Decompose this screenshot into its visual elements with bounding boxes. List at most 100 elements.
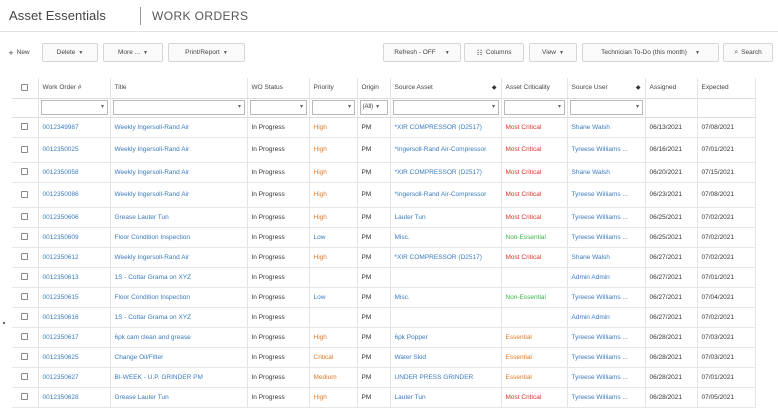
asset-criticality-filter[interactable]: ▾ <box>503 100 565 115</box>
source-asset[interactable]: UNDER PRESS GRINDER <box>390 367 502 388</box>
table-row[interactable]: 0012350612 Weekly Ingersoll-Rand Air In Pr… <box>12 247 756 268</box>
source-asset[interactable]: Lauter Tun <box>390 207 502 228</box>
col-asset-criticality[interactable]: Asset Criticality <box>501 78 568 99</box>
row-checkbox[interactable] <box>21 353 29 361</box>
row-checkbox[interactable] <box>21 293 29 301</box>
table-row[interactable]: 0012350615 Floor Condition Inspection In P… <box>12 287 756 308</box>
row-checkbox[interactable] <box>21 273 29 281</box>
source-asset[interactable]: Misc. <box>390 287 502 308</box>
work-order-number[interactable]: 0012350058 <box>38 162 111 183</box>
source-asset[interactable]: *XIR COMPRESSOR (D2517) <box>390 162 502 183</box>
work-order-title[interactable]: Grease Lauter Tun <box>110 207 248 228</box>
source-user[interactable]: Tyreese Williams ... <box>567 287 646 308</box>
source-user[interactable]: Tyreese Williams ... <box>567 207 646 228</box>
new-button[interactable]: + New <box>2 43 36 62</box>
work-order-title[interactable]: Weekly Ingersoll-Rand Air <box>110 247 248 268</box>
table-row[interactable]: 0012350613 1S - Cottar Grama on XYZ In Pro… <box>12 267 756 288</box>
work-order-number[interactable]: 0012350628 <box>38 387 111 408</box>
col-source-asset[interactable]: Source Asset ◆ <box>390 78 502 99</box>
priority-filter[interactable]: ▾ <box>311 100 355 115</box>
work-order-number[interactable]: 0012350627 <box>38 367 111 388</box>
row-checkbox[interactable] <box>21 253 29 261</box>
col-priority[interactable]: Priority <box>309 78 358 99</box>
work-order-number[interactable]: 0012350625 <box>38 347 111 368</box>
refresh-button[interactable]: Refresh - OFF ▼ <box>383 43 461 62</box>
source-asset[interactable]: *Ingersoll-Rand Air-Compressor <box>390 137 502 163</box>
work-order-filter[interactable]: ▾ <box>40 100 108 115</box>
wo-status-filter[interactable]: ▾ <box>249 100 307 115</box>
table-row[interactable]: 0012350609 Floor Condition Inspection In P… <box>12 227 756 248</box>
work-order-title[interactable]: BI-WEEK - U.P. GRINDER PM <box>110 367 248 388</box>
col-wo-status[interactable]: WO Status <box>247 78 310 99</box>
source-asset[interactable] <box>390 307 502 328</box>
col-title[interactable]: Title <box>110 78 248 99</box>
source-user[interactable]: Tyreese Williams ... <box>567 347 646 368</box>
row-checkbox[interactable] <box>21 190 29 198</box>
row-checkbox[interactable] <box>21 333 29 341</box>
work-order-number[interactable]: 0012350086 <box>38 182 111 208</box>
source-user[interactable]: Shane Walsh <box>567 247 646 268</box>
columns-button[interactable]: ☷ Columns <box>464 43 524 62</box>
work-order-title[interactable]: Floor Condition Inspection <box>110 287 248 308</box>
work-order-number[interactable]: 0012350609 <box>38 227 111 248</box>
row-checkbox[interactable] <box>21 233 29 241</box>
work-order-number[interactable]: 0012349987 <box>38 117 111 138</box>
source-asset[interactable]: *XIR COMPRESSOR (D2517) <box>390 247 502 268</box>
source-user[interactable]: Shane Walsh <box>567 117 646 138</box>
source-asset[interactable]: *Ingersoll-Rand Air-Compressor <box>390 182 502 208</box>
source-user[interactable]: Shane Walsh <box>567 162 646 183</box>
print-report-button[interactable]: Print/Report ▼ <box>168 43 245 62</box>
work-order-title[interactable]: 1S - Cottar Grama on XYZ <box>110 267 248 288</box>
row-checkbox[interactable] <box>21 213 29 221</box>
work-order-title[interactable]: Grease Lauter Tun <box>110 387 248 408</box>
table-row[interactable]: 0012350617 6pk cam clean and grease In Pro… <box>12 327 756 348</box>
row-checkbox[interactable] <box>21 373 29 381</box>
source-user[interactable]: Tyreese Williams ... <box>567 387 646 408</box>
table-row[interactable]: 0012350628 Grease Lauter Tun In Progress Hi… <box>12 387 756 408</box>
delete-button[interactable]: Delete ▼ <box>42 43 98 62</box>
col-expected[interactable]: Expected <box>697 78 756 99</box>
work-order-title[interactable]: Weekly Ingersoll-Rand Air <box>110 182 248 208</box>
work-order-number[interactable]: 0012350615 <box>38 287 111 308</box>
more-button[interactable]: More ... ▼ <box>103 43 163 62</box>
table-row[interactable]: 0012350616 1S - Cottar Grama on XYZ In Pro… <box>12 307 756 328</box>
table-row[interactable]: 0012350625 Change Oil/Filter In Progress Cr… <box>12 347 756 368</box>
col-origin[interactable]: Origin <box>357 78 391 99</box>
source-asset[interactable] <box>390 267 502 288</box>
select-all-checkbox[interactable] <box>21 84 29 92</box>
work-order-number[interactable]: 0012350616 <box>38 307 111 328</box>
table-row[interactable]: 0012350058 Weekly Ingersoll-Rand Air In Pr… <box>12 162 756 183</box>
source-user[interactable]: Tyreese Williams ... <box>567 137 646 163</box>
work-order-title[interactable]: Weekly Ingersoll-Rand Air <box>110 117 248 138</box>
work-order-title[interactable]: 1S - Cottar Grama on XYZ <box>110 307 248 328</box>
work-order-title[interactable]: Weekly Ingersoll-Rand Air <box>110 162 248 183</box>
source-asset[interactable]: 6pk Popper <box>390 327 502 348</box>
work-order-number[interactable]: 0012350025 <box>38 137 111 163</box>
work-order-number[interactable]: 0012350617 <box>38 327 111 348</box>
table-row[interactable]: 0012350627 BI-WEEK - U.P. GRINDER PM In Pr… <box>12 367 756 388</box>
source-user[interactable]: Tyreese Williams ... <box>567 182 646 208</box>
source-user[interactable]: Tyreese Williams ... <box>567 327 646 348</box>
work-order-number[interactable]: 0012350613 <box>38 267 111 288</box>
source-asset[interactable]: *XIR COMPRESSOR (D2517) <box>390 117 502 138</box>
origin-filter[interactable]: (All) ▼ <box>359 100 388 115</box>
col-work-order[interactable]: Work Order # <box>38 78 111 99</box>
source-user[interactable]: Admin Admin <box>567 267 646 288</box>
source-asset[interactable]: Lauter Tun <box>390 387 502 408</box>
work-order-title[interactable]: Weekly Ingersoll-Rand Air <box>110 137 248 163</box>
search-button[interactable]: ⌕ Search <box>723 43 773 62</box>
work-order-number[interactable]: 0012350612 <box>38 247 111 268</box>
source-asset-filter[interactable]: ▾ <box>392 100 499 115</box>
view-select[interactable]: Technician To-Do (this month) ▼ <box>582 43 719 62</box>
col-source-user[interactable]: Source User ◆ <box>567 78 646 99</box>
source-user[interactable]: Admin Admin <box>567 307 646 328</box>
work-order-title[interactable]: Floor Condition Inspection <box>110 227 248 248</box>
work-order-number[interactable]: 0012350606 <box>38 207 111 228</box>
table-row[interactable]: 0012350025 Weekly Ingersoll-Rand Air In Pr… <box>12 137 756 163</box>
view-button[interactable]: View ▼ <box>529 43 577 62</box>
row-checkbox[interactable] <box>21 145 29 153</box>
row-checkbox[interactable] <box>21 123 29 131</box>
row-checkbox[interactable] <box>21 313 29 321</box>
work-order-title[interactable]: 6pk cam clean and grease <box>110 327 248 348</box>
table-row[interactable]: 0012349987 Weekly Ingersoll-Rand Air In Pr… <box>12 117 756 138</box>
